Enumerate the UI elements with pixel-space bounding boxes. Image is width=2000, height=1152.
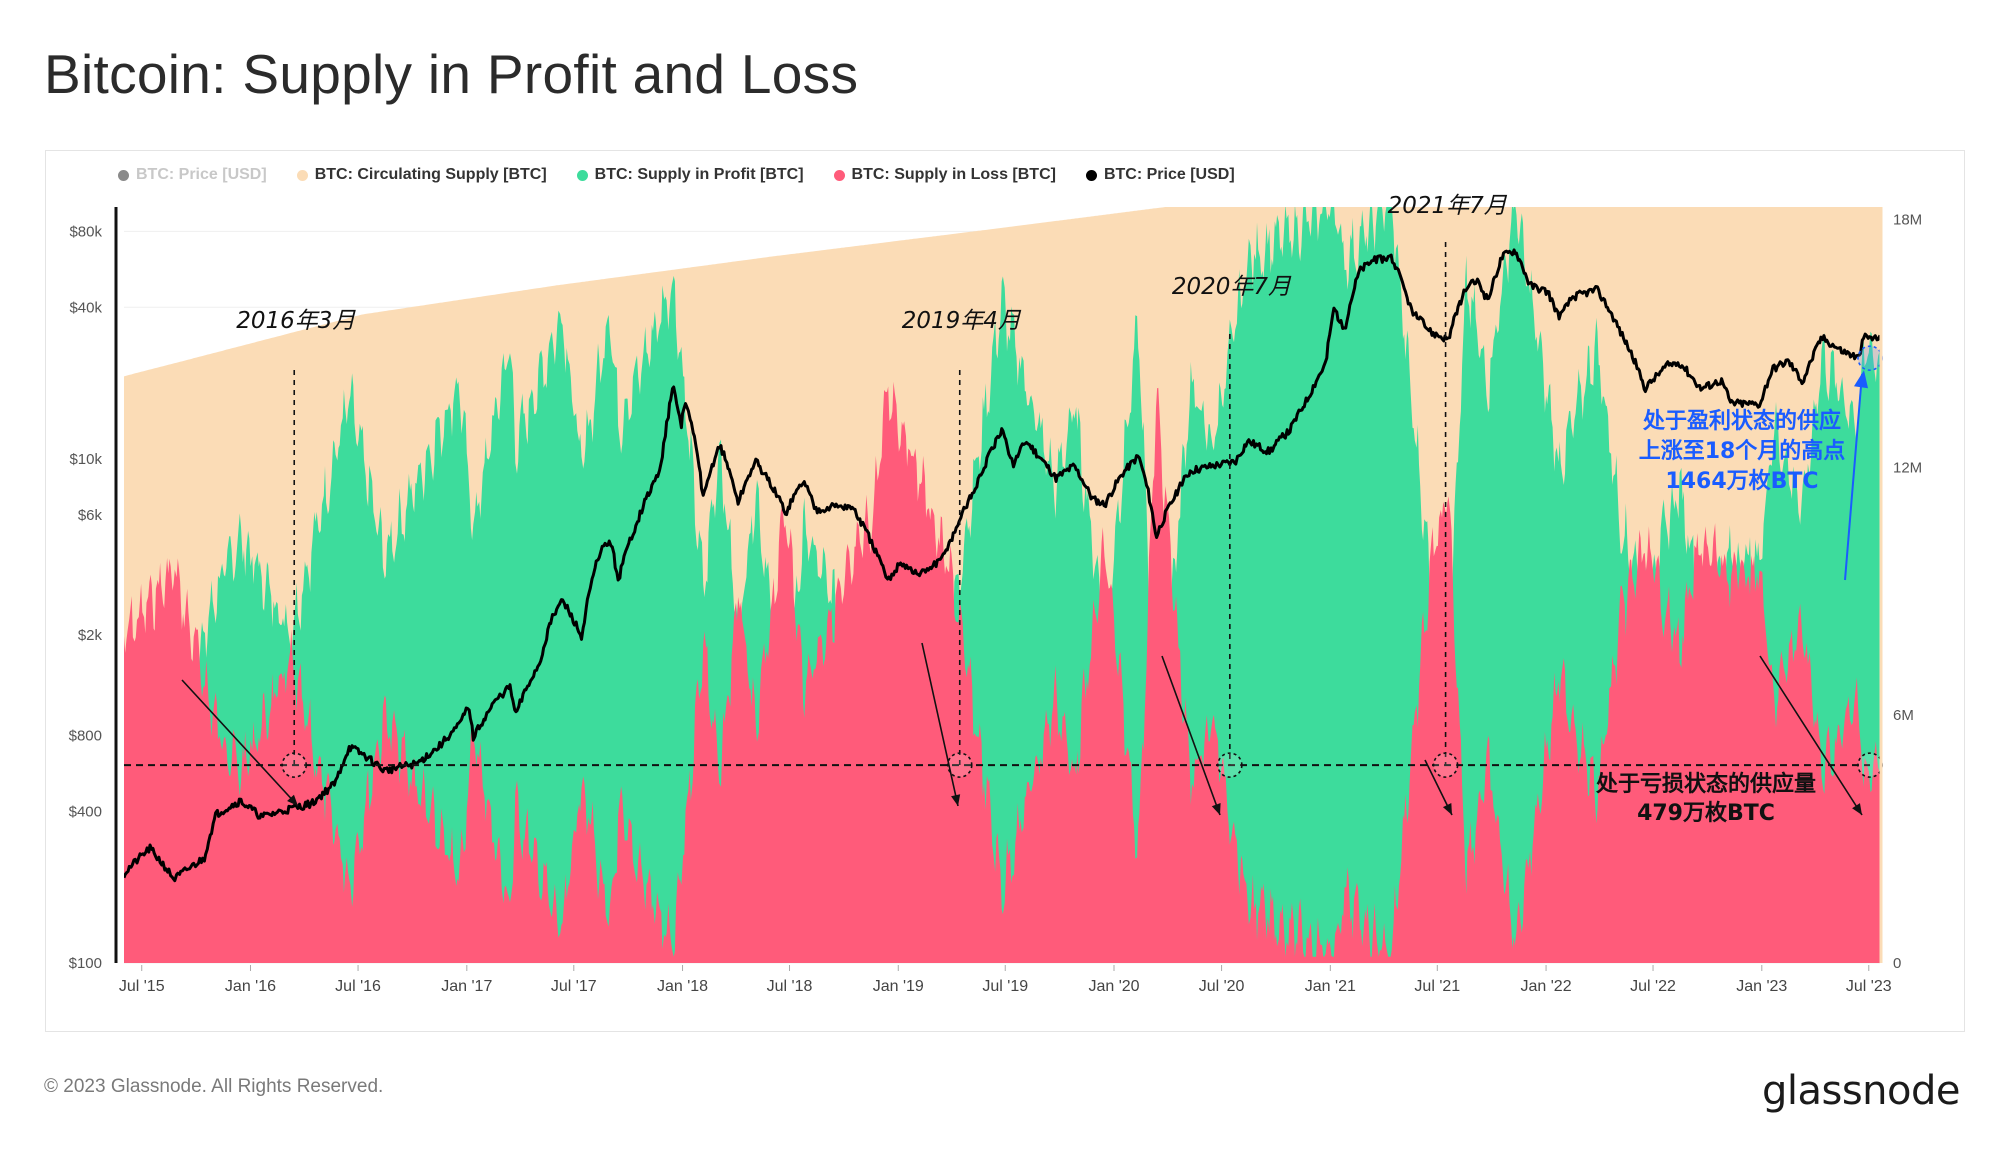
x-tick-label: Jul '18	[767, 978, 813, 995]
legend-dot	[576, 169, 588, 181]
legend-label: BTC: Price [USD]	[1103, 166, 1235, 183]
y-right-tick-label: 12M	[1893, 459, 1922, 476]
x-tick-label: Jul '17	[551, 978, 597, 995]
legend-label: BTC: Supply in Loss [BTC]	[851, 166, 1056, 183]
x-tick-label: Jan '20	[1088, 978, 1139, 995]
legend-label: BTC: Supply in Profit [BTC]	[594, 166, 804, 183]
y-left-tick-label: $40k	[69, 299, 102, 316]
legend-dot	[296, 169, 308, 181]
x-tick-label: Jul '15	[119, 978, 165, 995]
legend-item-0[interactable]: BTC: Price [USD]	[118, 166, 267, 184]
profit-high-marker	[1857, 345, 1883, 372]
y-left-tick-label: $10k	[69, 451, 102, 468]
profit-arrow-head	[1854, 370, 1868, 389]
x-tick-label: Jan '19	[873, 978, 924, 995]
y-left-tick-label: $800	[69, 727, 102, 744]
x-tick-label: Jul '16	[335, 978, 381, 995]
arrow-line	[921, 642, 959, 807]
x-tick-label: Jan '18	[657, 978, 708, 995]
loss-level-marker	[1432, 752, 1459, 778]
x-tick-label: Jul '20	[1199, 978, 1245, 995]
loss-note-line: 479万枚BTC	[1637, 800, 1775, 826]
y-left-tick-label: $80k	[69, 223, 102, 240]
legend-item-2[interactable]: BTC: Supply in Profit [BTC]	[576, 166, 804, 184]
chart-frame	[45, 150, 1965, 1032]
x-tick-label: Jul '21	[1414, 978, 1460, 995]
x-tick-label: Jan '16	[225, 978, 276, 995]
date-marker-label: 2021年7月	[1388, 193, 1508, 219]
date-marker-label: 2020年7月	[1172, 274, 1292, 300]
page-title: Bitcoin: Supply in Profit and Loss	[44, 43, 859, 105]
arrow-head	[951, 794, 961, 806]
y-right-tick-label: 6M	[1893, 707, 1914, 724]
x-tick-label: Jan '23	[1736, 978, 1787, 995]
x-tick-label: Jul '23	[1846, 978, 1892, 995]
loss-level-marker	[946, 752, 973, 778]
x-tick-label: Jan '21	[1305, 978, 1356, 995]
profit-arrow-line	[1844, 374, 1863, 581]
loss-level-marker	[1217, 752, 1243, 778]
y-right-tick-label: 0	[1893, 955, 1901, 972]
legend-label: BTC: Circulating Supply [BTC]	[314, 166, 547, 183]
profit-note-line: 处于盈利状态的供应	[1642, 408, 1841, 434]
date-marker-label: 2016年3月	[236, 308, 356, 334]
arrow-line	[1161, 655, 1221, 816]
profit-note-line: 上涨至18个月的高点	[1639, 438, 1846, 464]
loss-note-line: 处于亏损状态的供应量	[1595, 771, 1816, 797]
x-tick-label: Jan '22	[1521, 978, 1572, 995]
x-tick-label: Jul '19	[982, 978, 1028, 995]
chart-legend: BTC: Price [USD] BTC: Circulating Supply …	[118, 166, 1235, 184]
legend-item-3[interactable]: BTC: Supply in Loss [BTC]	[833, 166, 1056, 184]
copyright-footer: © 2023 Glassnode. All Rights Reserved.	[44, 1076, 384, 1097]
y-left-tick-label: $100	[69, 955, 102, 972]
y-left-tick-label: $2k	[78, 627, 103, 644]
loss-level-marker	[1857, 752, 1883, 778]
legend-label: BTC: Price [USD]	[136, 166, 267, 183]
arrow-head	[287, 794, 298, 806]
legend-item-1[interactable]: BTC: Circulating Supply [BTC]	[296, 166, 547, 184]
date-marker-label: 2019年4月	[902, 308, 1022, 334]
glassnode-logo: glassnode	[1761, 1068, 1961, 1114]
price-line	[124, 248, 1880, 883]
profit-note-line: 1464万枚BTC	[1665, 468, 1818, 494]
x-tick-label: Jan '17	[441, 978, 492, 995]
y-left-tick-label: $6k	[78, 507, 103, 524]
legend-dot	[833, 169, 845, 181]
arrow-head	[1852, 803, 1862, 815]
legend-item-4[interactable]: BTC: Price [USD]	[1085, 166, 1235, 184]
arrow-line	[1759, 655, 1863, 816]
y-right-tick-label: 18M	[1893, 211, 1922, 228]
legend-dot	[118, 169, 129, 181]
supply-in-loss-area	[124, 381, 1880, 963]
y-left-tick-label: $400	[69, 803, 102, 820]
x-tick-label: Jul '22	[1630, 978, 1676, 995]
arrow-line	[181, 679, 299, 807]
arrow-head	[1442, 803, 1452, 815]
legend-dot	[1085, 169, 1097, 181]
arrow-head	[1211, 803, 1221, 815]
loss-level-marker	[281, 752, 308, 778]
